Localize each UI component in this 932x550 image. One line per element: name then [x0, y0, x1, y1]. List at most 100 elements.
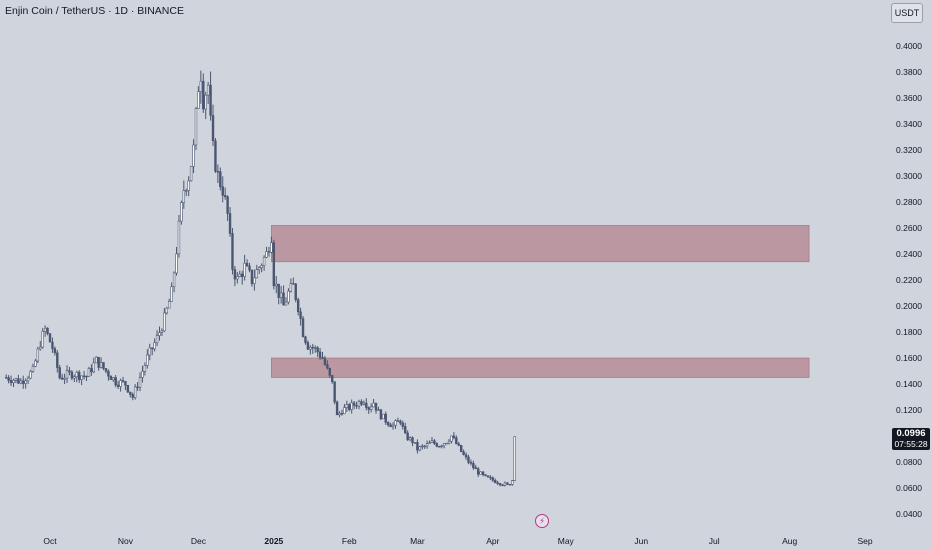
candle: [498, 482, 502, 487]
candle: [7, 375, 10, 384]
candle-body: [143, 365, 147, 372]
candle-body: [204, 94, 207, 110]
candle-body: [292, 283, 295, 285]
candle: [411, 436, 414, 447]
candle: [501, 484, 504, 487]
candle-body: [265, 251, 268, 258]
time-tick-label: May: [558, 536, 575, 546]
candle: [306, 340, 310, 350]
time-tick-label: Jul: [709, 536, 720, 546]
candle-body: [491, 477, 495, 481]
candle: [362, 400, 366, 406]
candle-body: [192, 144, 195, 167]
candle-body: [7, 377, 10, 381]
price-tick-label: 0.3200: [896, 145, 922, 155]
candle: [199, 70, 203, 104]
candle-body: [153, 342, 156, 350]
candle: [272, 239, 276, 290]
candle-body: [365, 402, 368, 408]
candle-body: [396, 420, 400, 422]
candle-body: [401, 422, 404, 427]
candle-body: [348, 404, 351, 410]
time-tick-label: Dec: [191, 536, 207, 546]
candle-body: [85, 375, 88, 378]
candle: [413, 442, 417, 444]
candle: [491, 476, 495, 483]
price-tick-label: 0.2000: [896, 301, 922, 311]
candle: [338, 411, 341, 418]
candle-body: [36, 348, 40, 362]
candle: [352, 400, 356, 410]
candle: [153, 338, 156, 352]
time-axis: Oct Nov Dec 2025 Feb Mar Apr May Jun Jul Aug Sep: [43, 536, 873, 546]
candle: [48, 333, 52, 343]
time-tick-label: Sep: [857, 536, 872, 546]
candle-body: [148, 347, 151, 356]
candle-body: [223, 195, 227, 198]
candle-body: [58, 367, 61, 379]
resistance-zone-lower[interactable]: [271, 357, 810, 378]
candle: [92, 357, 95, 374]
currency-button[interactable]: USDT: [891, 3, 923, 23]
time-tick-label: 2025: [264, 536, 283, 546]
candle: [438, 445, 441, 448]
candle-body: [24, 380, 27, 384]
candle-body: [440, 445, 443, 447]
candle-body: [48, 333, 52, 343]
candle: [160, 328, 164, 336]
candle-body: [447, 440, 451, 444]
candle-body: [41, 331, 44, 348]
candle: [185, 188, 188, 197]
candle-body: [22, 380, 25, 384]
candle-body: [352, 402, 356, 406]
candle: [377, 406, 380, 411]
candle: [36, 346, 40, 364]
candle-body: [126, 384, 130, 393]
candle-body: [425, 443, 429, 447]
candle: [180, 200, 183, 225]
candle-body: [435, 443, 439, 447]
candle: [51, 337, 54, 353]
candle: [41, 328, 44, 349]
price-tick-label: 0.1800: [896, 327, 922, 337]
bar-countdown: 07:55:28: [894, 439, 928, 449]
candle-body: [253, 277, 256, 284]
candle-body: [19, 380, 23, 384]
candle: [182, 180, 186, 209]
candle-body: [209, 84, 212, 116]
candle: [75, 370, 78, 383]
candle-body: [51, 341, 54, 349]
candle: [508, 484, 512, 486]
candle-body: [428, 442, 431, 444]
candle-body: [391, 424, 395, 428]
price-tick-label: 0.3400: [896, 119, 922, 129]
candle-body: [29, 371, 32, 379]
candle-body: [355, 405, 358, 407]
candle-body: [457, 443, 460, 446]
candle-body: [408, 437, 412, 441]
candle-body: [279, 292, 283, 298]
candle: [133, 384, 137, 400]
candle: [287, 288, 290, 305]
candle: [506, 482, 509, 486]
candle: [24, 378, 27, 389]
candle-body: [270, 242, 273, 253]
candle: [450, 435, 453, 444]
candle-body: [418, 446, 422, 451]
candle-body: [112, 377, 115, 380]
resistance-zone-upper[interactable]: [271, 225, 810, 263]
candle: [109, 375, 113, 380]
candle-body: [170, 286, 173, 302]
candle-body: [221, 186, 224, 196]
time-tick-label: Aug: [782, 536, 797, 546]
candle-body: [31, 365, 35, 372]
candle: [331, 374, 334, 384]
candle-body: [296, 299, 300, 313]
zones-layer: [271, 225, 810, 378]
flash-icon[interactable]: ⚡: [535, 514, 549, 528]
candle-body: [199, 80, 203, 92]
candle: [22, 375, 25, 389]
time-tick-label: Nov: [118, 536, 134, 546]
candle: [474, 464, 477, 470]
